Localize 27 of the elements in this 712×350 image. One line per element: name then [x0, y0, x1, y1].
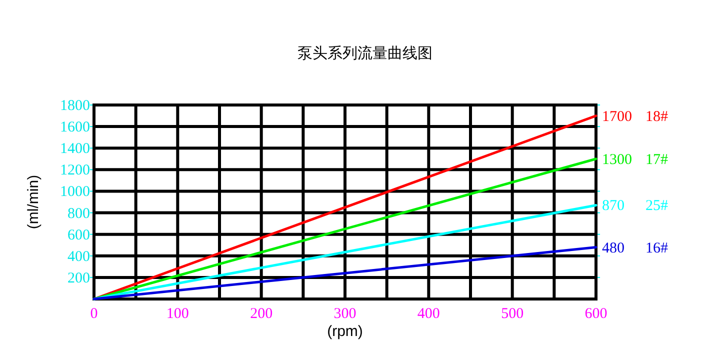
x-tick-label: 500 — [501, 306, 524, 322]
x-tick-label: 300 — [334, 306, 356, 322]
y-axis-title: (ml/min) — [25, 174, 42, 230]
text: 17# — [646, 152, 668, 168]
x-tick-label: 400 — [417, 306, 440, 322]
x-tick-label: 0 — [90, 306, 98, 322]
y-tick-label: 1800 — [60, 98, 90, 114]
text: 16# — [646, 240, 668, 256]
x-tick-label: 200 — [250, 306, 273, 322]
data-label: 1300 — [602, 152, 632, 168]
y-tick-label: 1600 — [60, 120, 90, 136]
y-tick-label: 1400 — [60, 141, 90, 158]
data-label: 870 — [602, 198, 624, 214]
y-tick-label: 1200 — [60, 162, 90, 179]
chart-title: 泵头系列流量曲线图 — [298, 45, 432, 62]
x-tick-label: 600 — [584, 306, 608, 322]
data-label: 1700 — [602, 108, 632, 125]
y-tick-label: 600 — [68, 227, 90, 244]
x-axis-title: (rpm) — [327, 323, 363, 340]
text: 18# — [646, 108, 668, 125]
x-tick-label: 100 — [166, 306, 189, 322]
y-tick-label: 800 — [68, 206, 90, 222]
data-label: 480 — [602, 240, 624, 256]
text: 25# — [646, 198, 668, 214]
y-tick-label: 200 — [68, 270, 90, 286]
y-tick-label: 1000 — [60, 184, 90, 200]
y-tick-label: 400 — [68, 248, 90, 265]
